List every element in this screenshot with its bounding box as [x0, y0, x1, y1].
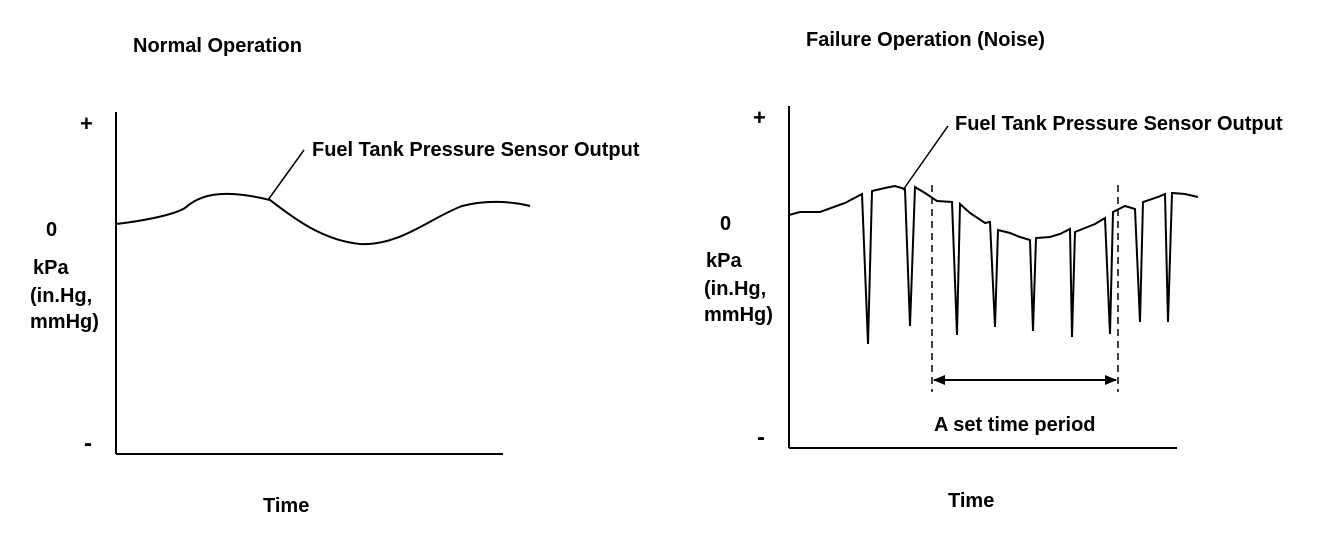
normal-minus-label: -: [84, 430, 92, 457]
failure-unit-inhg: (in.Hg,: [704, 278, 767, 300]
normal-time-label: Time: [263, 495, 310, 517]
failure-title: Failure Operation (Noise): [806, 29, 1045, 51]
failure-time-label: Time: [948, 490, 995, 512]
normal-title: Normal Operation: [133, 35, 302, 57]
normal-signal-curve: [115, 192, 531, 246]
failure-period-label: A set time period: [934, 414, 1096, 436]
normal-zero-label: 0: [46, 219, 58, 241]
failure-zero-label: 0: [720, 213, 732, 235]
normal-plus-label: +: [80, 111, 93, 136]
failure-plus-label: +: [753, 105, 766, 130]
failure-unit-mmhg: mmHg): [704, 304, 773, 326]
failure-signal-label: Fuel Tank Pressure Sensor Output: [955, 113, 1283, 135]
failure-signal-leader: [902, 125, 949, 191]
normal-signal-leader: [267, 149, 305, 201]
failure-signal-curve: [788, 184, 1199, 345]
failure-unit-kpa: kPa: [706, 250, 742, 272]
normal-unit-mmhg: mmHg): [30, 311, 99, 333]
failure-minus-label: -: [757, 424, 765, 451]
normal-unit-inhg: (in.Hg,: [30, 285, 93, 307]
normal-signal-label: Fuel Tank Pressure Sensor Output: [312, 139, 640, 161]
normal-unit-kpa: kPa: [33, 257, 69, 279]
